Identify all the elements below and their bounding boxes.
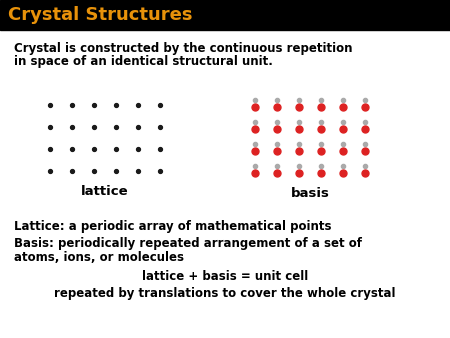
Text: atoms, ions, or molecules: atoms, ions, or molecules [14,251,184,264]
Text: Basis: periodically repeated arrangement of a set of: Basis: periodically repeated arrangement… [14,237,362,250]
Bar [0,0,450,30]
Text: basis: basis [291,187,329,200]
Text: lattice: lattice [81,185,129,198]
Text: in space of an identical structural unit.: in space of an identical structural unit… [14,55,273,68]
Text: Lattice: a periodic array of mathematical points: Lattice: a periodic array of mathematica… [14,220,332,233]
Text: repeated by translations to cover the whole crystal: repeated by translations to cover the wh… [54,287,396,300]
Text: lattice + basis = unit cell: lattice + basis = unit cell [142,270,308,283]
Text: Crystal Structures: Crystal Structures [8,6,193,24]
Text: Crystal is constructed by the continuous repetition: Crystal is constructed by the continuous… [14,42,352,55]
